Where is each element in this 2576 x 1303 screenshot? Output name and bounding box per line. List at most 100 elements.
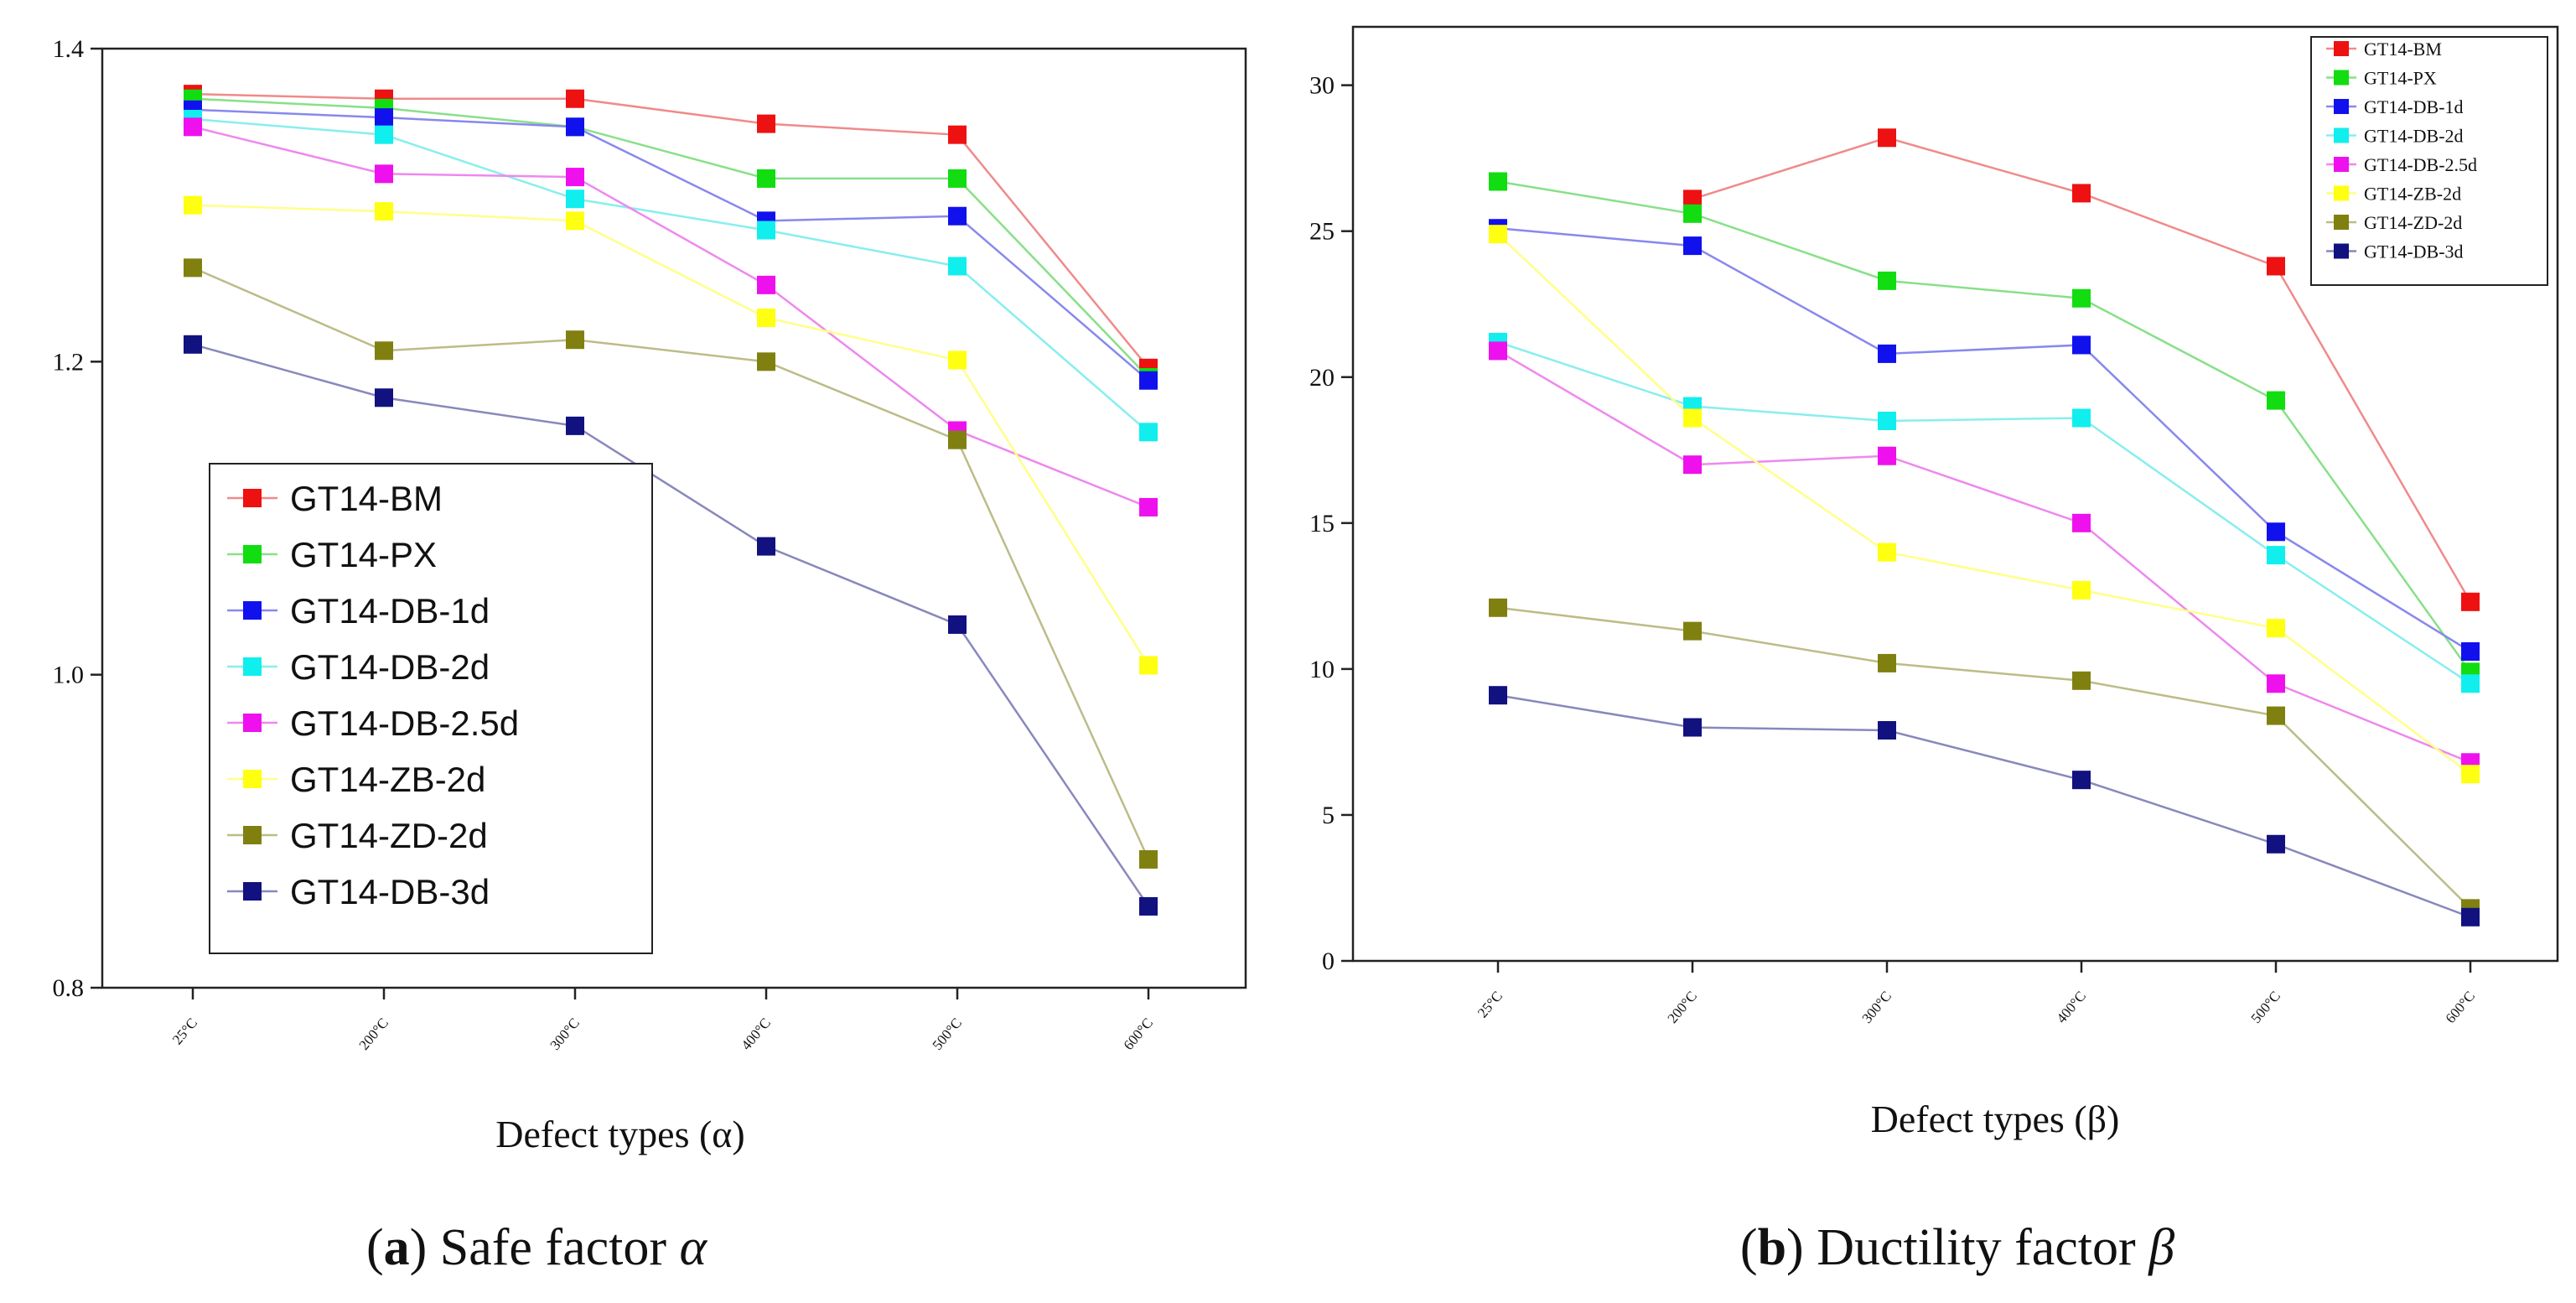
data-point-GT14-ZB-2d [566,211,584,231]
series-line-GT14-DB-2.5d [192,126,1149,509]
series-line-GT14-DB-1d [1497,226,2471,653]
data-point-GT14-BM [2072,184,2091,203]
data-point-GT14-DB-2.5d [1489,341,1507,361]
data-point-GT14-ZB-2d [2267,619,2285,638]
data-point-GT14-ZB-2d [757,309,775,328]
series-line-GT14-PX [1497,180,2472,673]
data-point-GT14-DB-2d [2461,674,2480,693]
data-point-GT14-DB-2.5d [184,117,202,137]
legend-label-GT14-ZD-2d: GT14-ZD-2d [2364,212,2462,233]
series-line-GT14-DB-1d [192,108,1149,382]
data-point-GT14-DB-1d [2461,641,2480,661]
data-point-GT14-ZD-2d [375,341,393,361]
legend-label-GT14-DB-3d: GT14-DB-3d [290,872,490,911]
data-point-GT14-DB-2.5d [566,168,584,187]
data-point-GT14-ZD-2d [2072,671,2091,690]
plot-frame-b [1351,25,2559,963]
data-point-GT14-BM [566,89,584,108]
data-point-GT14-DB-1d [1683,236,1702,256]
data-point-GT14-PX [1489,172,1507,191]
data-point-GT14-ZB-2d [2461,765,2480,784]
y-tick-label-a: 0.8 [53,974,85,1002]
series-lines-a [192,92,1150,907]
legend-swatch-GT14-BM [243,489,262,507]
data-point-GT14-DB-2.5d [757,275,775,294]
data-point-GT14-ZB-2d [184,195,202,215]
data-point-GT14-DB-2d [757,221,775,240]
series-line-GT14-ZD-2d [192,267,1150,860]
legend-label-GT14-DB-2.5d: GT14-DB-2.5d [290,703,519,743]
data-point-GT14-DB-2.5d [2267,674,2285,693]
data-point-GT14-DB-1d [2072,335,2091,355]
x-tick-label-b: 500°C [2247,988,2283,1026]
x-axis-title-a: Defect types (α) [495,1113,744,1155]
x-tick-label-a: 300°C [547,1015,583,1053]
data-point-GT14-BM [2461,592,2480,611]
y-tick-label-b: 5 [1322,802,1335,829]
data-point-GT14-DB-2.5d [1878,446,1896,465]
series-line-GT14-DB-2d [192,117,1149,433]
data-point-GT14-DB-2d [948,257,967,276]
legend-label-GT14-PX: GT14-PX [290,535,437,574]
caption-a-text: Safe factor [427,1219,679,1276]
data-point-GT14-ZD-2d [1139,849,1158,869]
legend-swatch-GT14-DB-2.5d [2334,157,2349,172]
data-point-GT14-DB-3d [184,335,202,354]
series-line-GT14-DB-2.5d [1497,350,2471,764]
data-point-GT14-ZB-2d [1489,225,1507,244]
x-tick-label-a: 600°C [1120,1015,1156,1053]
data-point-GT14-ZD-2d [948,430,967,449]
data-point-GT14-PX [2072,288,2091,308]
data-point-GT14-DB-2.5d [2072,513,2091,532]
chart-a-safe-factor: 0.8 1.0 1.2 1.4 25°C 200°C 300°C 400°C 500°C 600°… [53,35,1247,1155]
data-point-GT14-ZB-2d [948,350,967,370]
series-line-GT14-PX [192,97,1149,378]
data-point-GT14-DB-3d [948,615,967,634]
data-point-GT14-BM [1878,128,1896,148]
data-point-GT14-DB-2.5d [1683,455,1702,475]
y-tick-label-b: 15 [1309,510,1335,537]
data-point-GT14-DB-3d [1878,720,1896,740]
data-point-GT14-BM [757,114,775,133]
legend-box-a [209,463,653,954]
data-point-GT14-DB-2.5d [1139,497,1158,517]
data-point-GT14-DB-2d [2267,546,2285,565]
legend-swatch-GT14-BM [2334,41,2349,56]
chart-b-ductility-factor: 0 5 10 15 20 25 30 25°C 200°C 300°C 400°C 500°C 600°… [1309,25,2559,1140]
data-point-GT14-DB-1d [948,206,967,226]
data-point-GT14-ZD-2d [566,330,584,350]
caption-a: (a) Safe factor α [366,1219,708,1276]
data-point-GT14-DB-3d [757,537,775,556]
data-point-GT14-ZB-2d [1878,542,1896,562]
legend-swatch-GT14-DB-2d [243,657,262,676]
legend-label-GT14-DB-1d: GT14-DB-1d [290,591,490,631]
data-point-GT14-DB-2d [1878,411,1896,430]
data-point-GT14-DB-3d [375,388,393,408]
data-point-GT14-ZB-2d [1139,656,1158,675]
data-point-GT14-DB-3d [1139,896,1158,916]
data-point-GT14-DB-1d [375,108,393,127]
y-tick-label-b: 10 [1309,656,1335,683]
data-point-GT14-DB-3d [2461,907,2480,927]
legend-label-GT14-BM: GT14-BM [2364,39,2442,60]
legend-label-GT14-PX: GT14-PX [2364,68,2437,89]
caption-b: (b) Ductility factor β [1740,1219,2174,1276]
data-point-GT14-PX [948,169,967,188]
x-tick-label-a: 400°C [738,1015,774,1053]
data-point-GT14-BM [948,125,967,144]
data-point-GT14-ZB-2d [1683,408,1702,428]
data-point-GT14-DB-2.5d [375,164,393,184]
legend-swatch-GT14-DB-1d [243,601,262,620]
data-point-GT14-DB-2d [566,189,584,209]
legend-swatch-GT14-DB-2d [2334,127,2349,143]
legend-label-GT14-DB-2d: GT14-DB-2d [2364,126,2464,147]
data-point-GT14-ZD-2d [1683,621,1702,641]
y-tick-label-a: 1.0 [53,662,85,689]
data-point-GT14-DB-1d [1878,344,1896,363]
y-tick-label-b: 0 [1322,947,1335,975]
data-point-GT14-DB-1d [1139,371,1158,390]
data-point-GT14-ZD-2d [184,258,202,278]
series-line-GT14-ZD-2d [1497,606,2471,910]
series-markers-a [184,85,1158,916]
